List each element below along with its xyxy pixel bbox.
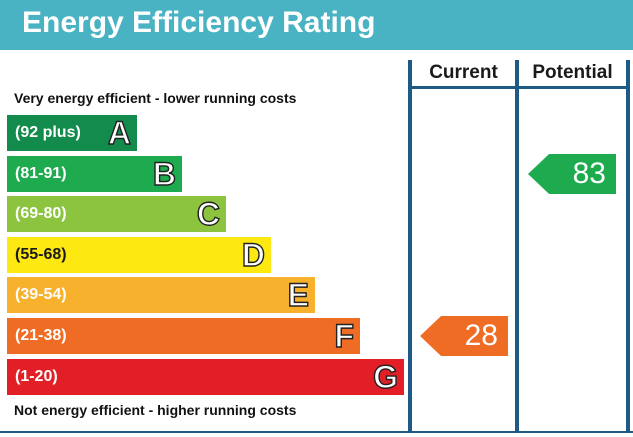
band-f: (21-38) F [7,317,360,355]
column-header-potential: Potential [532,62,613,83]
caption-efficient: Very energy efficient - lower running co… [14,90,297,106]
caption-inefficient: Not energy efficient - higher running co… [14,402,297,418]
bottom-frame-line [0,431,633,433]
header-underline [408,86,630,89]
band-letter-label: B [152,155,177,192]
column-header-current: Current [429,62,498,83]
band-g: (1-20) G [7,358,404,396]
title-bar: Energy Efficiency Rating [0,0,633,50]
frame-line-middle [515,60,519,433]
band-range-label: (39-54) [15,286,67,303]
chart-title: Energy Efficiency Rating [22,6,376,39]
band-letter-label: C [196,195,221,232]
band-range-label: (92 plus) [15,124,81,141]
band-letter-label: D [241,236,266,273]
potential-rating-arrow: 83 [528,154,616,194]
band-range-label: (1-20) [15,368,58,385]
band-range-label: (81-91) [15,165,67,182]
band-letter-label: F [334,317,355,354]
band-letter-label: E [287,276,310,313]
band-letter-label: A [107,114,132,151]
potential-rating-value: 83 [572,157,606,190]
band-b: (81-91) B [7,155,182,193]
band-d: (55-68) D [7,236,271,274]
band-e: (39-54) E [7,276,315,314]
band-range-label: (69-80) [15,205,67,222]
current-rating-arrow: 28 [420,316,508,356]
frame-line-right [626,60,630,433]
current-rating-value: 28 [464,319,498,352]
band-range-label: (21-38) [15,327,67,344]
band-a: (92 plus) A [7,114,137,152]
band-range-label: (55-68) [15,246,67,263]
band-c: (69-80) C [7,195,226,233]
frame-line-left [408,60,412,433]
band-letter-label: G [372,358,398,395]
